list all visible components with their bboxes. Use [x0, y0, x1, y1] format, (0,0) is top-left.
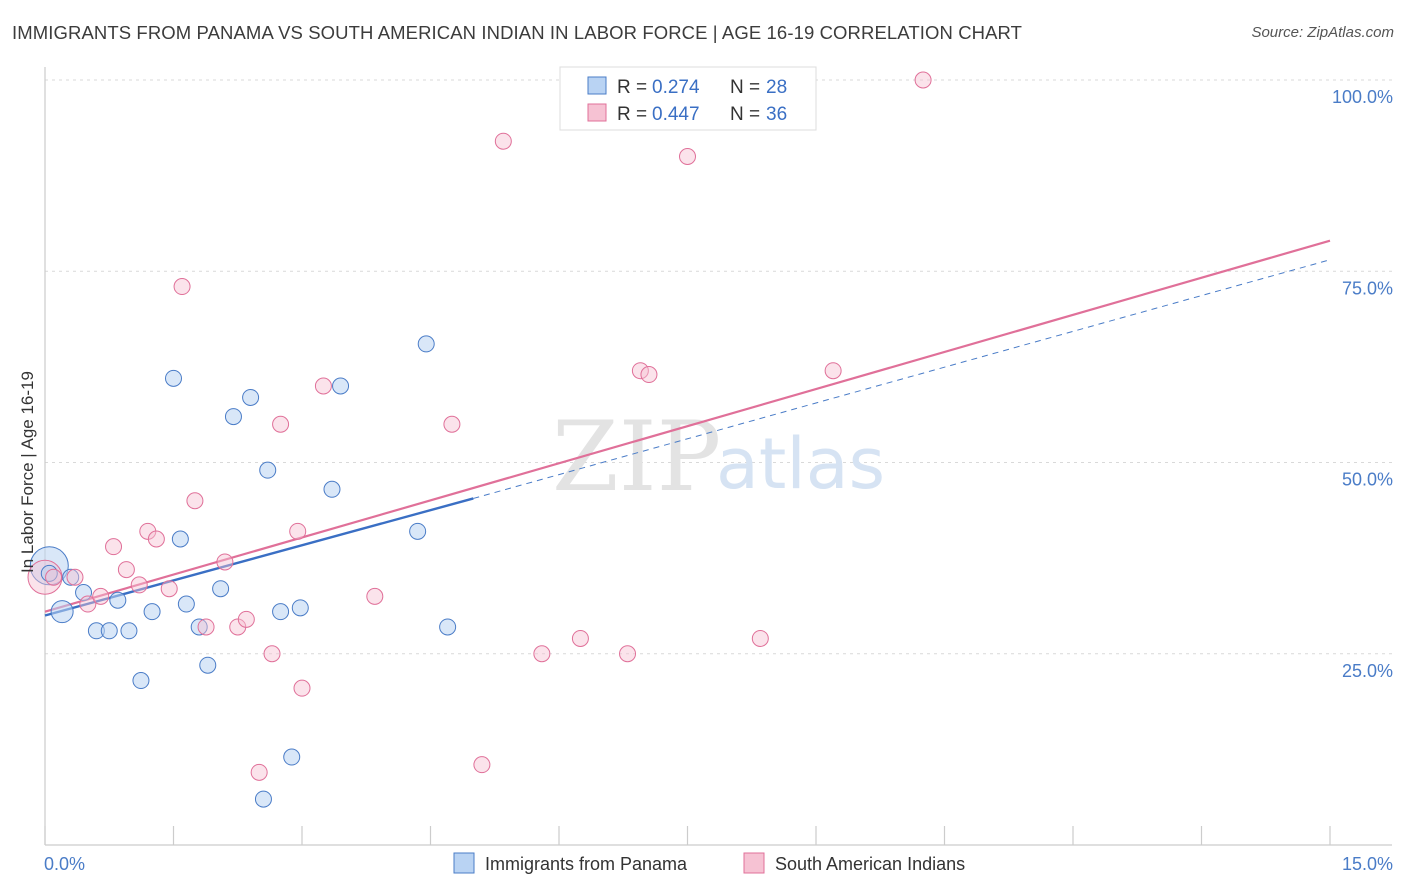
- point-blue-26: [417, 335, 435, 353]
- point-pink-29: [631, 362, 649, 380]
- point-pink-26: [533, 645, 551, 663]
- bottom-legend-swatch-blue: [453, 852, 475, 874]
- point-pink-1: [66, 568, 84, 586]
- point-pink-9: [160, 580, 178, 598]
- point-pink-30: [640, 366, 658, 384]
- point-blue-23: [323, 480, 341, 498]
- bottom-legend-label-blue: Immigrants from Panama: [485, 854, 688, 874]
- legend-swatch-pink: [587, 103, 607, 122]
- y-tick-labels: 25.0% 50.0% 75.0% 100.0%: [1332, 87, 1393, 681]
- point-pink-27: [571, 629, 589, 647]
- point-pink-5: [117, 561, 135, 579]
- point-blue-10: [165, 369, 182, 387]
- point-blue-18: [254, 790, 272, 808]
- trend-line-pink: [44, 239, 1331, 613]
- point-pink-19: [289, 522, 307, 540]
- point-pink-24: [473, 756, 491, 774]
- legend-n-label-blue: N =: [730, 77, 760, 98]
- point-blue-11: [171, 530, 189, 548]
- point-pink-6: [130, 576, 148, 594]
- point-blue-19: [259, 461, 277, 479]
- x-tick-label-1: 15.0%: [1342, 854, 1393, 874]
- point-pink-32: [751, 629, 769, 647]
- x-tick-label-0: 0.0%: [44, 854, 85, 874]
- legend-r-value-blue: 0.274: [652, 77, 700, 98]
- legend-r-label-pink: R =: [617, 104, 647, 125]
- point-pink-28: [619, 645, 637, 663]
- point-blue-12: [177, 595, 195, 613]
- point-blue-9: [143, 603, 161, 621]
- point-pink-31: [679, 148, 696, 165]
- point-pink-17: [263, 645, 281, 663]
- point-pink-2: [79, 595, 97, 613]
- legend-r-label-blue: R =: [617, 77, 647, 98]
- legend-n-label-pink: N =: [730, 104, 760, 125]
- point-pink-13: [216, 553, 234, 571]
- y-tick-label-0: 25.0%: [1342, 661, 1393, 681]
- bottom-legend-label-pink: South American Indians: [775, 854, 965, 874]
- point-blue-21: [283, 748, 301, 766]
- point-pink-25: [494, 132, 512, 150]
- legend-n-value-blue: 28: [766, 77, 787, 98]
- point-blue-6: [109, 591, 127, 609]
- point-blue-17: [242, 388, 260, 406]
- grid: [45, 79, 1392, 655]
- point-blue-8: [132, 672, 150, 690]
- axes: [44, 67, 1392, 846]
- legend-n-value-pink: 36: [766, 104, 787, 125]
- point-blue-25: [409, 522, 427, 540]
- point-pink-12: [197, 618, 215, 636]
- point-blue-5: [100, 622, 118, 640]
- point-blue-27: [439, 618, 457, 636]
- point-pink-34: [914, 71, 932, 89]
- point-blue-24: [332, 377, 350, 395]
- point-pink-8: [147, 530, 165, 548]
- bottom-legend: Immigrants from Panama South American In…: [453, 852, 965, 874]
- point-blue-1: [50, 600, 74, 624]
- point-pink-3: [92, 587, 110, 605]
- legend-swatch-blue: [587, 76, 607, 95]
- y-tick-label-1: 50.0%: [1342, 470, 1393, 490]
- point-pink-18: [272, 415, 290, 433]
- point-pink-11: [186, 492, 204, 510]
- y-tick-label-2: 75.0%: [1342, 278, 1393, 298]
- x-tick-labels: 0.0% 15.0%: [44, 854, 1393, 874]
- watermark-atlas: atlas: [716, 423, 885, 505]
- point-blue-22: [291, 599, 309, 617]
- point-pink-21: [314, 377, 332, 395]
- source-label: Source: ZipAtlas.com: [1251, 24, 1394, 41]
- point-blue-15: [212, 580, 230, 598]
- chart-title: IMMIGRANTS FROM PANAMA VS SOUTH AMERICAN…: [12, 22, 1023, 43]
- point-pink-0: [45, 568, 63, 586]
- watermark: ZIP atlas: [552, 401, 885, 513]
- point-blue-7: [120, 622, 138, 640]
- legend-box: R = 0.274 N = 28 R = 0.447 N = 36: [559, 66, 817, 131]
- point-pink-16: [250, 763, 268, 781]
- y-tick-label-3: 100.0%: [1332, 87, 1393, 107]
- point-blue-20: [272, 603, 290, 621]
- point-pink-4: [105, 538, 123, 556]
- bottom-legend-swatch-pink: [743, 852, 765, 874]
- point-blue-16: [224, 408, 242, 426]
- trend-line-blue-dashed: [473, 259, 1331, 499]
- point-blue-2: [62, 568, 80, 586]
- point-pink-22: [366, 587, 384, 605]
- point-pink-20: [293, 679, 311, 697]
- point-pink-33: [824, 362, 842, 380]
- point-blue-13: [190, 618, 208, 636]
- data-points: [27, 71, 932, 808]
- y-axis-label: In Labor Force | Age 16-19: [18, 371, 37, 573]
- trend-line-blue: [44, 497, 474, 617]
- point-pink-15: [237, 610, 255, 628]
- point-pink-10: [173, 278, 191, 296]
- legend-r-value-pink: 0.447: [652, 104, 700, 125]
- point-blue-3: [75, 584, 93, 602]
- point-blue-14: [199, 656, 217, 674]
- point-pink-23: [443, 415, 461, 433]
